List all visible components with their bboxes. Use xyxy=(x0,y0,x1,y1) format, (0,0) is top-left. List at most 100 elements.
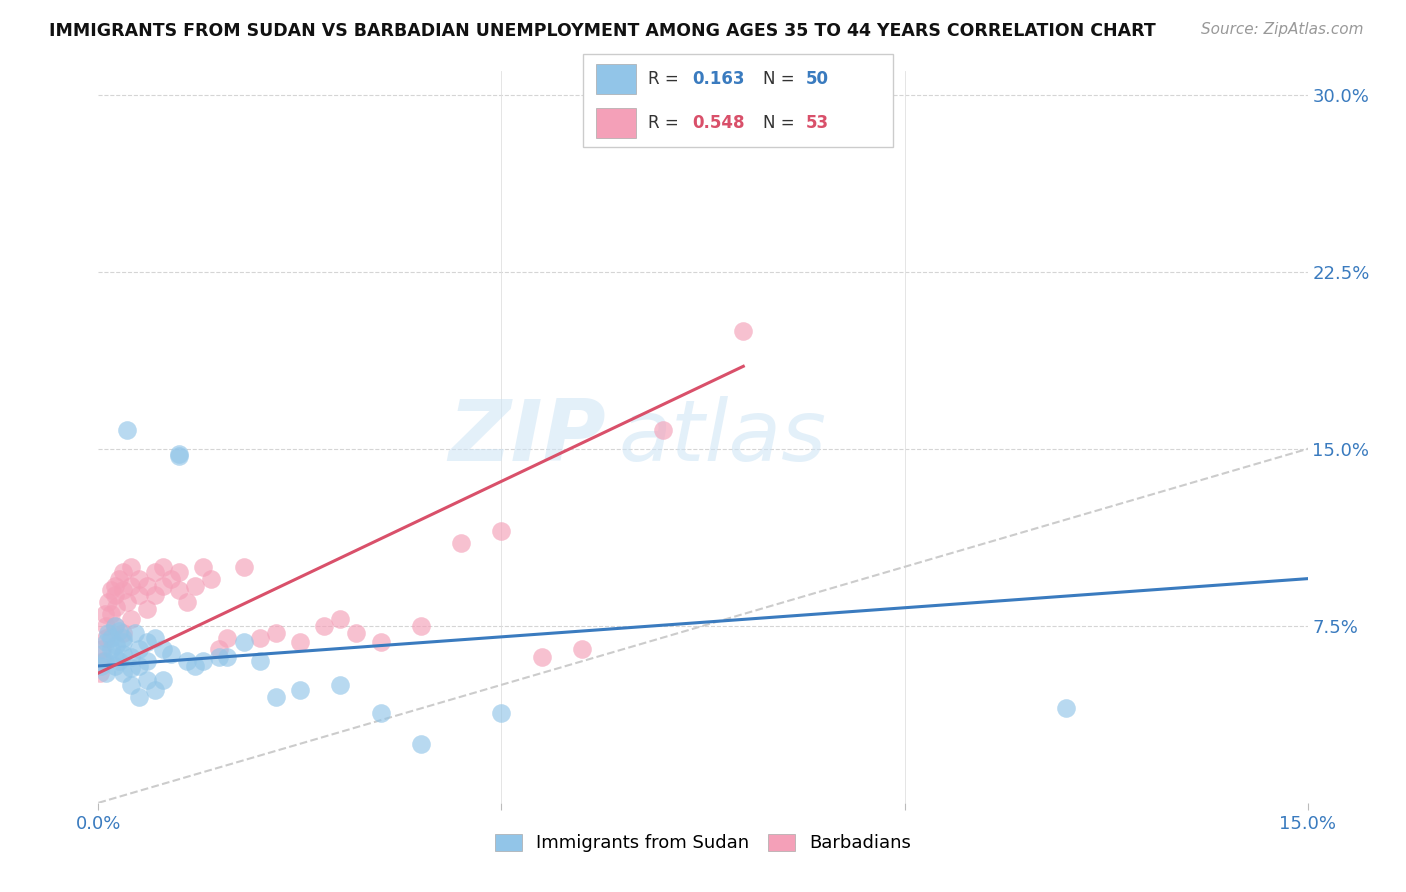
Point xyxy=(107,624,129,638)
Point xyxy=(167,565,190,579)
Point xyxy=(370,706,392,720)
Point xyxy=(152,673,174,687)
Point xyxy=(97,626,120,640)
Point xyxy=(232,635,254,649)
Point xyxy=(176,654,198,668)
Point xyxy=(208,649,231,664)
Point xyxy=(135,579,157,593)
Point xyxy=(115,595,138,609)
Legend: Immigrants from Sudan, Barbadians: Immigrants from Sudan, Barbadians xyxy=(488,826,918,860)
Text: Source: ZipAtlas.com: Source: ZipAtlas.com xyxy=(1201,22,1364,37)
Point xyxy=(409,737,432,751)
Point xyxy=(91,647,114,661)
Point xyxy=(90,642,112,657)
Point xyxy=(167,449,190,463)
Text: ZIP: ZIP xyxy=(449,395,606,479)
Point xyxy=(184,659,207,673)
Point xyxy=(143,565,166,579)
Point xyxy=(491,524,513,539)
Point xyxy=(491,706,513,720)
Point xyxy=(733,324,755,338)
Point xyxy=(111,635,134,649)
Text: 53: 53 xyxy=(806,114,830,132)
Point xyxy=(111,565,134,579)
Point xyxy=(167,583,190,598)
Point xyxy=(107,654,129,668)
Point xyxy=(115,423,138,437)
Point xyxy=(107,572,129,586)
Point xyxy=(96,666,118,681)
Point xyxy=(91,654,114,668)
Point xyxy=(96,635,118,649)
Point xyxy=(111,583,134,598)
Point xyxy=(1054,701,1077,715)
Point xyxy=(120,579,142,593)
Point xyxy=(167,447,190,461)
Point xyxy=(96,631,118,645)
Point xyxy=(128,659,150,673)
FancyBboxPatch shape xyxy=(583,54,893,147)
Point xyxy=(344,626,367,640)
Point xyxy=(152,642,174,657)
Point xyxy=(143,682,166,697)
Point xyxy=(249,654,271,668)
Point xyxy=(96,619,118,633)
Point xyxy=(160,647,183,661)
Point xyxy=(128,572,150,586)
Text: 0.163: 0.163 xyxy=(692,70,744,87)
Point xyxy=(530,649,553,664)
Point xyxy=(571,642,593,657)
Point xyxy=(103,588,125,602)
Point xyxy=(94,654,117,668)
Point xyxy=(111,626,134,640)
Point xyxy=(100,583,122,598)
Point xyxy=(232,559,254,574)
Point xyxy=(249,631,271,645)
Point xyxy=(120,649,142,664)
Point xyxy=(217,649,239,664)
Point xyxy=(128,642,150,657)
Point xyxy=(370,635,392,649)
Point xyxy=(176,595,198,609)
Point xyxy=(409,619,432,633)
Point xyxy=(217,631,239,645)
Point xyxy=(135,673,157,687)
Text: R =: R = xyxy=(648,70,685,87)
Point xyxy=(128,588,150,602)
Point xyxy=(103,579,125,593)
Point xyxy=(152,579,174,593)
Bar xyxy=(596,108,636,138)
Point xyxy=(103,659,125,673)
Point xyxy=(143,631,166,645)
Point xyxy=(288,682,311,697)
Point xyxy=(200,572,222,586)
Point xyxy=(208,642,231,657)
Point xyxy=(100,642,122,657)
Bar xyxy=(596,64,636,94)
Point xyxy=(97,595,120,609)
Point xyxy=(111,631,134,645)
Text: atlas: atlas xyxy=(619,395,827,479)
Text: N =: N = xyxy=(763,70,800,87)
Point xyxy=(193,654,215,668)
Point xyxy=(124,626,146,640)
Point xyxy=(120,559,142,574)
Point xyxy=(100,607,122,621)
Point xyxy=(184,579,207,593)
Point xyxy=(100,631,122,645)
Text: N =: N = xyxy=(763,114,800,132)
Point xyxy=(120,612,142,626)
Text: 0.548: 0.548 xyxy=(692,114,744,132)
Point xyxy=(651,423,673,437)
Point xyxy=(314,619,336,633)
Point xyxy=(111,647,134,661)
Point xyxy=(128,690,150,704)
Point xyxy=(120,678,142,692)
Point xyxy=(135,635,157,649)
Point xyxy=(264,690,287,704)
Point xyxy=(160,572,183,586)
Point xyxy=(329,612,352,626)
Point xyxy=(105,599,128,614)
Point xyxy=(329,678,352,692)
Point xyxy=(105,638,128,652)
